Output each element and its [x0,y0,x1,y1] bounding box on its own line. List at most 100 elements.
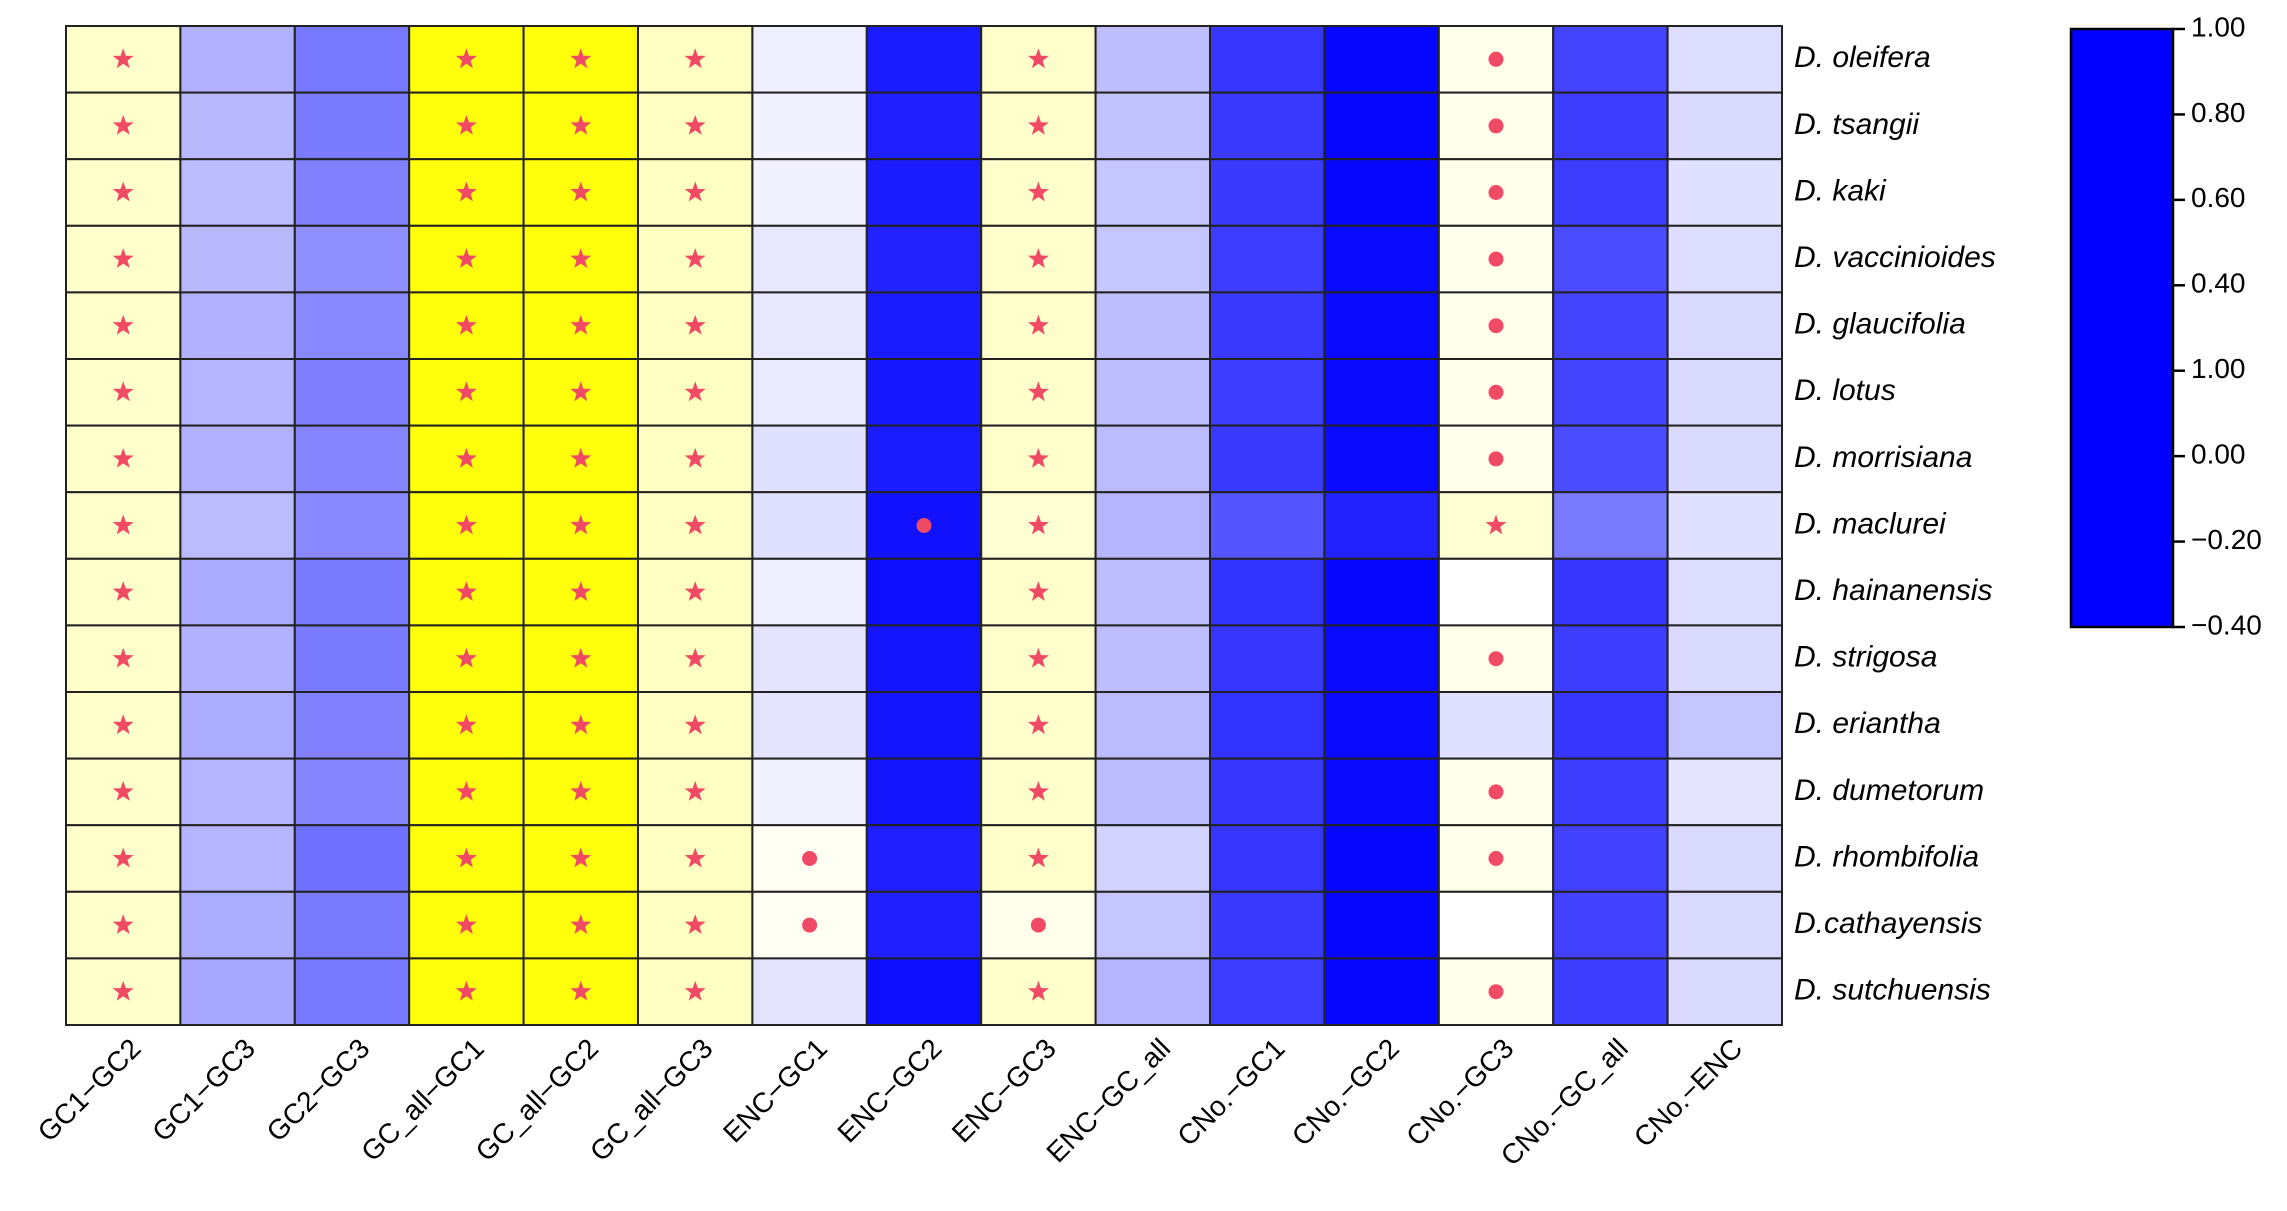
star-marker [570,714,592,735]
heatmap-cell [751,957,868,1027]
heatmap-cell [1666,957,1783,1027]
colorbar-tick-label: 1.00 [2191,353,2246,384]
y-tick-label: D.cathayensis [1794,907,1982,940]
heatmap-cell [293,158,411,227]
star-marker [455,447,477,468]
star-marker [570,914,592,934]
heatmap-cell [1323,757,1440,827]
star-marker [570,780,592,801]
heatmap-cell [751,757,868,827]
star-marker [1027,514,1049,535]
heatmap-cell [293,757,411,827]
heatmap-cell [293,691,411,760]
heatmap-cell [865,624,983,694]
heatmap-cell [1323,424,1440,494]
star-marker [1027,847,1049,868]
star-marker [570,314,592,335]
colorbar [2069,27,2175,629]
colorbar-tick-label: 1.00 [2191,11,2246,42]
x-tick-label: ENC−GC2 [831,1033,947,1149]
star-marker [455,847,477,868]
heatmap-cell [1094,624,1211,694]
dot-marker [1030,917,1046,933]
heatmap-cell [1552,91,1669,161]
x-tick-label: CNo.−ENC [1628,1033,1748,1153]
x-tick-label: ENC−GC_all [1040,1033,1176,1169]
heatmap-cell [1209,624,1326,694]
heatmap-cell [1209,691,1326,760]
heatmap-cell [1094,25,1211,94]
heatmap-cell [865,890,983,960]
y-tick-label: D. morrisiana [1794,441,1972,474]
heatmap-cell [1094,291,1211,360]
heatmap-cell [865,824,983,893]
y-tick-label: D. maclurei [1794,507,1947,540]
heatmap-cell [1552,890,1669,960]
heatmap-cell [179,491,296,560]
heatmap-cell [1666,224,1783,294]
heatmap-cell [1666,691,1783,760]
star-marker [455,48,477,69]
heatmap-cell [179,91,296,161]
star-marker [455,714,477,735]
heatmap-cell [980,890,1097,960]
star-marker [1485,514,1507,535]
heatmap-cell [1552,424,1669,494]
heatmap-cell [522,224,639,294]
dot-marker [1488,451,1504,467]
heatmap-cell [865,691,983,760]
y-tick-label: D. dumetorum [1794,774,1984,807]
star-marker [1027,314,1049,335]
colorbar-tick-label: 0.00 [2191,439,2246,470]
heatmap-cell [865,424,983,494]
heatmap-cell [751,158,868,227]
heatmap-cell [1323,824,1440,893]
heatmap-cell [1666,424,1783,494]
star-marker [684,647,706,668]
heatmap-cell [1209,91,1326,161]
heatmap-cell [1437,224,1555,294]
heatmap-cell [1437,491,1555,560]
star-marker [570,980,592,1001]
heatmap-cell [293,957,411,1027]
heatmap-cell [1209,757,1326,827]
heatmap-cell [1666,824,1783,893]
heatmap-cell [1094,358,1211,427]
star-marker [112,847,134,868]
heatmap-cell [179,424,296,494]
heatmap-cell [1666,158,1783,227]
star-marker [455,647,477,668]
star-marker [112,714,134,735]
star-marker [112,48,134,69]
heatmap-cell [293,291,411,360]
star-marker [112,114,134,135]
star-marker [684,114,706,135]
heatmap-cell [1323,91,1440,161]
heatmap-cell [751,25,868,94]
x-tick-label: GC_all−GC2 [470,1033,605,1168]
star-marker [684,447,706,468]
y-tick-label: D. oleifera [1794,41,1931,74]
heatmap-cell [751,557,868,627]
heatmap-cell [1323,291,1440,360]
heatmap-cell [293,557,411,627]
star-marker [1027,447,1049,468]
y-tick-label: D. glaucifolia [1794,308,1966,341]
y-tick-label: D. tsangii [1794,108,1920,141]
heatmap-cell [751,424,868,494]
heatmap-cell [179,890,296,960]
heatmap-cell [179,158,296,227]
heatmap-cell [865,757,983,827]
heatmap-cell [1209,957,1326,1027]
heatmap-cell [1666,358,1783,427]
heatmap-cell [751,91,868,161]
heatmap-cell [1094,491,1211,560]
star-marker [684,381,706,402]
star-marker [455,780,477,801]
dot-marker [802,917,818,933]
heatmap-cell [179,557,296,627]
star-marker [1027,181,1049,202]
y-tick-label: D. sutchuensis [1794,974,1991,1007]
heatmap-cell [1094,158,1211,227]
x-tick-label: GC2−GC3 [261,1033,376,1148]
